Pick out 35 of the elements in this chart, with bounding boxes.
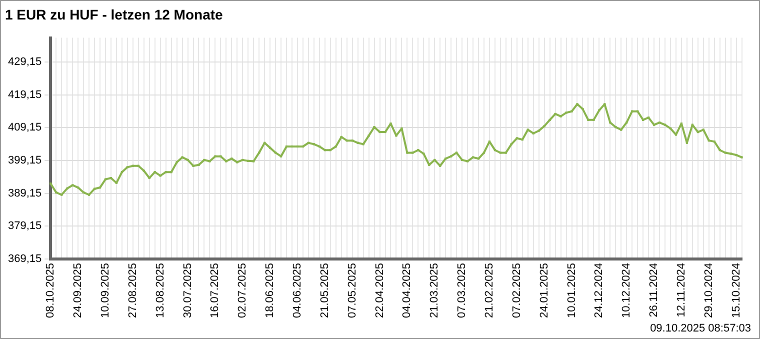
y-tick-label: 429,15 (8, 56, 42, 68)
x-tick-label: 07.03.2025 (456, 262, 468, 318)
x-tick-label: 30.07.2025 (182, 262, 194, 318)
y-tick-label: 389,15 (8, 187, 42, 200)
x-tick-label: 10.09.2025 (100, 262, 112, 318)
y-tick-label: 419,15 (8, 88, 42, 101)
x-tick-label: 21.03.2025 (428, 262, 441, 318)
x-tick-label: 12.11.2024 (675, 262, 688, 318)
x-tick-label: 24.12.2024 (593, 262, 606, 318)
x-tick-label: 15.10.2024 (730, 262, 742, 318)
x-tick-label: 08.10.2025 (44, 262, 57, 318)
x-tick-label: 24.09.2025 (72, 262, 84, 318)
x-tick-label: 04.06.2025 (292, 262, 304, 318)
x-tick-label: 24.01.2025 (538, 262, 550, 318)
text: 09.10.2025 08:57:03 (650, 322, 751, 335)
x-tick-label: 10.01.2025 (566, 262, 578, 318)
x-tick-label: 07.05.2025 (346, 262, 358, 318)
x-tick-label: 13.08.2025 (154, 262, 166, 318)
x-tick-label: 22.04.2025 (374, 262, 386, 318)
x-tick-label: 26.11.2024 (648, 262, 660, 318)
x-tick-label: 10.12.2024 (620, 262, 633, 318)
chart-title: 1 EUR zu HUF - letzen 12 Monate (5, 6, 224, 22)
y-tick-label: 399,15 (8, 154, 42, 166)
x-tick-label: 02.07.2025 (236, 262, 249, 318)
x-tick-label: 18.06.2025 (264, 262, 276, 318)
x-tick-label: 21.05.2025 (318, 262, 331, 318)
x-tick-label: 29.10.2024 (702, 262, 715, 318)
y-tick-label: 409,15 (8, 122, 42, 134)
x-tick-label: 27.08.2025 (126, 262, 139, 318)
x-tick-label: 04.04.2025 (401, 262, 414, 318)
x-tick-label: 07.02.2025 (510, 262, 523, 318)
x-tick-label: 16.07.2025 (209, 262, 222, 318)
y-tick-label: 369,15 (8, 252, 42, 265)
x-tick-label: 21.02.2025 (484, 262, 496, 318)
y-tick-label: 379,15 (8, 220, 42, 232)
